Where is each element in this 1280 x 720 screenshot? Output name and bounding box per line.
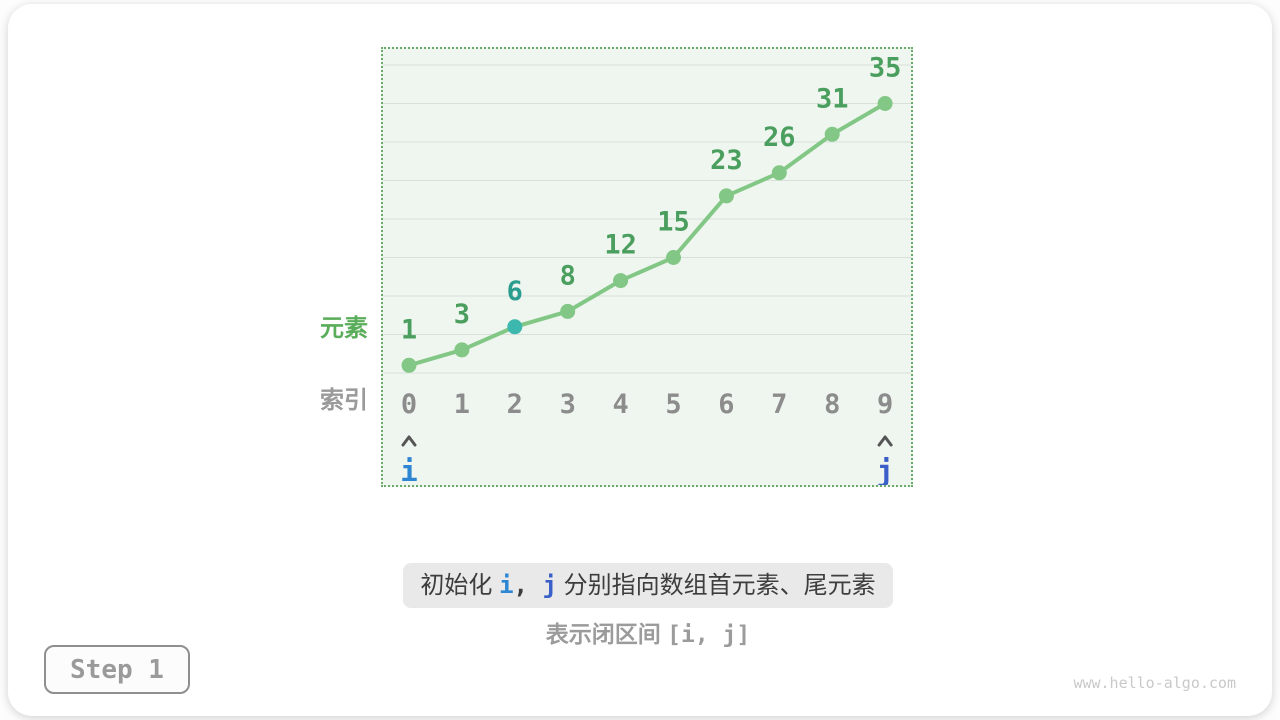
point-marker bbox=[454, 342, 470, 358]
index-label: 8 bbox=[824, 389, 840, 420]
pointer-caret-icon bbox=[877, 435, 893, 447]
value-label: 23 bbox=[710, 145, 743, 176]
index-label: 3 bbox=[560, 389, 576, 420]
caption-segment-mono-dark: , bbox=[513, 571, 543, 599]
y-axis-label: 元素 bbox=[320, 315, 368, 342]
point-marker bbox=[824, 126, 840, 142]
point-marker bbox=[507, 319, 523, 335]
pointer-label-j: j bbox=[876, 454, 893, 485]
caption-segment-cjk-bold: 表示闭区间 bbox=[545, 621, 668, 647]
index-label: 6 bbox=[718, 389, 734, 420]
caption-segment-pointer-j: j bbox=[542, 571, 557, 599]
caption-segment-mono-gray: [i, j] bbox=[667, 622, 751, 648]
point-marker bbox=[718, 188, 734, 204]
value-label: 1 bbox=[401, 314, 417, 345]
index-label: 9 bbox=[877, 389, 893, 420]
subcaption-row: 表示闭区间 [i, j] bbox=[8, 620, 1280, 649]
index-label: 4 bbox=[612, 389, 628, 420]
subcaption-text: 表示闭区间 [i, j] bbox=[546, 620, 750, 649]
value-label: 15 bbox=[657, 207, 690, 238]
series-line bbox=[408, 101, 887, 368]
caption-segment-cjk: 分别指向数组首元素、尾元素 bbox=[556, 572, 876, 599]
point-marker bbox=[613, 273, 629, 289]
value-label: 6 bbox=[507, 276, 523, 307]
value-label: 3 bbox=[454, 299, 470, 330]
array-chart-frame: 1 3 6 8 12 15 23 26 31 35 0 1 2 3 4 5 6 7 8 9 i j bbox=[381, 47, 913, 487]
step-badge: Step 1 bbox=[44, 645, 190, 694]
step-badge-label: Step 1 bbox=[70, 654, 164, 685]
value-label: 26 bbox=[763, 122, 796, 153]
point-marker bbox=[560, 303, 576, 319]
value-label: 8 bbox=[560, 260, 576, 291]
point-marker bbox=[771, 165, 787, 181]
pointer-label-i: i bbox=[400, 454, 417, 485]
pointer-caret-icon bbox=[401, 435, 417, 447]
value-label: 35 bbox=[869, 53, 902, 84]
caption-pill: 初始化 i, j 分别指向数组首元素、尾元素 bbox=[403, 563, 893, 608]
point-marker bbox=[401, 357, 417, 373]
point-marker bbox=[666, 250, 681, 265]
watermark-text: www.hello-algo.com bbox=[1073, 674, 1236, 692]
point-marker bbox=[877, 96, 893, 111]
caption-segment-cjk: 初始化 bbox=[420, 572, 500, 599]
index-label: 2 bbox=[507, 389, 523, 420]
index-label: 5 bbox=[665, 389, 681, 420]
caption-segment-pointer-i: i bbox=[499, 571, 514, 599]
figure-card: 1 3 6 8 12 15 23 26 31 35 0 1 2 3 4 5 6 7 8 9 i j 元素 索引 初始化 i… bbox=[8, 4, 1272, 716]
index-label: 7 bbox=[771, 389, 787, 420]
value-label: 31 bbox=[816, 83, 849, 114]
x-axis-label: 索引 bbox=[320, 387, 368, 414]
caption-row: 初始化 i, j 分别指向数组首元素、尾元素 bbox=[8, 563, 1280, 608]
index-label: 0 bbox=[401, 389, 417, 420]
index-label: 1 bbox=[454, 389, 470, 420]
value-label: 12 bbox=[604, 230, 637, 261]
